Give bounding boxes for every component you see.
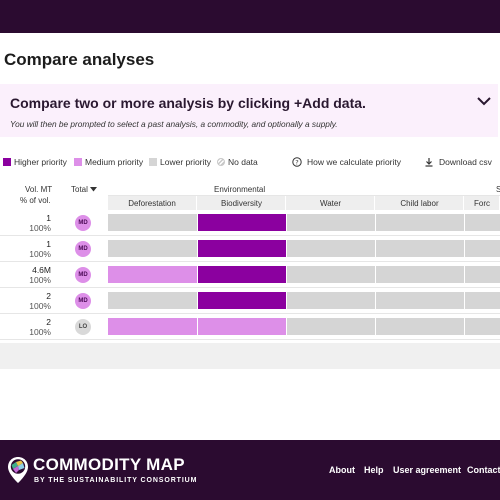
priority-bar-water: [287, 266, 375, 283]
logo-title: COMMODITY MAP: [33, 455, 185, 474]
col-child-labor: Child labor: [376, 196, 464, 210]
download-csv-label: Download csv: [439, 157, 492, 167]
priority-bar-biodiversity: [198, 266, 286, 283]
priority-bar-child-labor: [376, 266, 464, 283]
table-row: 1 100% MD: [0, 236, 500, 262]
priority-bar-forced-labor: [465, 240, 500, 257]
table-footer-band: [0, 343, 500, 369]
legend-higher-priority: Higher priority: [3, 157, 67, 167]
logo-subtitle: BY THE SUSTAINABILITY CONSORTIUM: [34, 477, 198, 484]
legend-label: Medium priority: [85, 157, 144, 167]
priority-bar-child-labor: [376, 318, 464, 335]
lower-priority-swatch: [149, 158, 157, 166]
priority-bar-water: [287, 214, 375, 231]
download-csv-button[interactable]: Download csv: [424, 157, 492, 167]
chevron-down-icon[interactable]: [476, 94, 492, 108]
priority-bar-biodiversity: [198, 292, 286, 309]
higher-priority-swatch: [3, 158, 11, 166]
col-water: Water: [287, 196, 375, 210]
col-deforestation: Deforestation: [108, 196, 197, 210]
table-row: 1 100% MD: [0, 210, 500, 236]
priority-bar-child-labor: [376, 214, 464, 231]
priority-bar-deforestation: [108, 240, 197, 257]
priority-bar-forced-labor: [465, 318, 500, 335]
svg-text:?: ?: [295, 158, 298, 166]
priority-bar-deforestation: [108, 214, 197, 231]
total-priority-badge: MD: [75, 215, 91, 231]
footer-link-help[interactable]: Help: [364, 465, 384, 475]
footer-link-contact[interactable]: Contact: [467, 465, 500, 475]
col-biodiversity: Biodiversity: [198, 196, 286, 210]
group-environmental: Environmental: [214, 185, 266, 194]
banner-title: Compare two or more analysis by clicking…: [10, 95, 366, 111]
total-priority-badge: MD: [75, 267, 91, 283]
priority-bar-child-labor: [376, 240, 464, 257]
how-we-calculate-link[interactable]: ? How we calculate priority: [292, 157, 401, 167]
row-volume: 2 100%: [29, 317, 51, 337]
priority-bar-forced-labor: [465, 292, 500, 309]
download-icon: [425, 158, 433, 167]
priority-bar-water: [287, 318, 375, 335]
help-circle-icon: ?: [292, 157, 302, 167]
total-header-label: Total: [71, 185, 88, 194]
legend-no-data: No data: [217, 157, 258, 167]
footer-link-user-agreement[interactable]: User agreement: [393, 465, 462, 475]
total-priority-badge: LO: [75, 319, 91, 335]
priority-bar-water: [287, 240, 375, 257]
table-row: 4.6M 100% MD: [0, 262, 500, 288]
priority-bar-child-labor: [376, 292, 464, 309]
priority-bar-deforestation: [108, 292, 197, 309]
site-footer: [0, 440, 500, 500]
legend-label: Higher priority: [14, 157, 67, 167]
no-data-swatch: [217, 158, 225, 166]
pct-vol-header: % of vol.: [20, 196, 51, 205]
row-volume: 1 100%: [29, 239, 51, 259]
priority-bar-deforestation: [108, 318, 197, 335]
how-we-calculate-label: How we calculate priority: [307, 157, 402, 167]
legend-medium-priority: Medium priority: [74, 157, 143, 167]
priority-legend: Higher priority Medium priority Lower pr…: [0, 157, 500, 171]
priority-bar-biodiversity: [198, 214, 286, 231]
table-row: 2 100% LO: [0, 314, 500, 340]
sort-down-icon: [89, 187, 97, 192]
medium-priority-swatch: [74, 158, 82, 166]
footer-link-about[interactable]: About: [329, 465, 355, 475]
group-social: S: [496, 185, 500, 194]
priority-bar-forced-labor: [465, 266, 500, 283]
banner-subtitle: You will then be prompted to select a pa…: [10, 119, 338, 129]
legend-label: Lower priority: [160, 157, 212, 167]
row-volume: 4.6M 100%: [29, 265, 51, 285]
page-title: Compare analyses: [4, 50, 155, 69]
legend-lower-priority: Lower priority: [149, 157, 211, 167]
priority-bar-forced-labor: [465, 214, 500, 231]
legend-label: No data: [228, 157, 258, 167]
group-header-divider: [108, 195, 500, 196]
priority-bar-biodiversity: [198, 240, 286, 257]
row-volume: 1 100%: [29, 213, 51, 233]
top-nav-bar: [0, 0, 500, 33]
priority-bar-biodiversity: [198, 318, 286, 335]
total-sort-header[interactable]: Total: [71, 185, 97, 194]
priority-bar-water: [287, 292, 375, 309]
total-priority-badge: MD: [75, 241, 91, 257]
column-header-strip: [108, 196, 500, 210]
compare-info-banner: [0, 84, 498, 137]
col-forced-labor: Forc: [465, 196, 500, 210]
total-priority-badge: MD: [75, 293, 91, 309]
vol-mt-header: Vol. MT: [25, 185, 53, 194]
row-volume: 2 100%: [29, 291, 51, 311]
priority-bar-deforestation: [108, 266, 197, 283]
map-pin-logo-icon[interactable]: [7, 456, 29, 484]
table-row: 2 100% MD: [0, 288, 500, 314]
comparison-table: Vol. MT % of vol. Total Environmental S …: [0, 183, 500, 369]
